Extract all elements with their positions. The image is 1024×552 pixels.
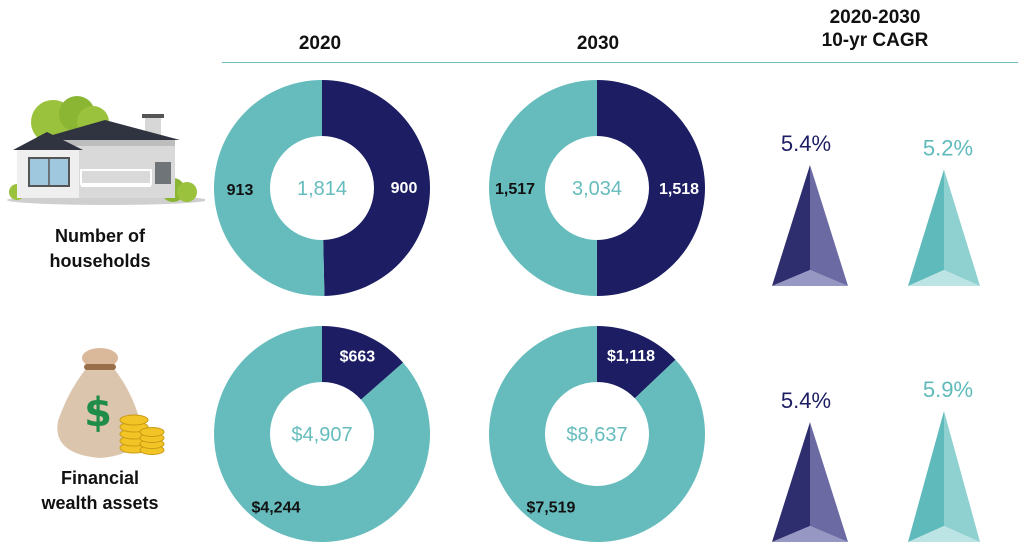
donut-slice-wealth-2020-0 — [322, 326, 404, 400]
pyramid-label-households-1: 5.2% — [923, 136, 973, 161]
donut-slice-label-wealth-2030-0: $1,118 — [607, 348, 655, 365]
donut-total-wealth-2020: $4,907 — [291, 424, 352, 446]
donut-slice-households-2020-0 — [322, 80, 430, 296]
row-label-households-line2: households — [49, 251, 151, 271]
pyramid-households-0 — [772, 165, 848, 286]
house-icon — [7, 96, 205, 205]
donut-slice-label-wealth-2030-1: $7,519 — [526, 500, 575, 517]
row-label-wealth: Financial wealth assets — [0, 466, 200, 516]
header-2020: 2020 — [298, 33, 342, 54]
donut-total-wealth-2030: $8,637 — [566, 424, 627, 446]
svg-text:$: $ — [84, 390, 112, 436]
donut-slice-households-2030-1 — [489, 80, 597, 296]
row-label-wealth-line1: Financial — [60, 468, 140, 488]
pyramid-label-wealth-1: 5.9% — [923, 377, 973, 402]
pyramid-wealth-1 — [908, 411, 980, 542]
pyramid-label-wealth-0: 5.4% — [781, 388, 831, 413]
header-cagr-line2: 10-yr CAGR — [821, 30, 929, 51]
donut-slice-wealth-2020-1 — [213, 326, 430, 542]
pyramid-households-1 — [908, 169, 980, 286]
cagr-wealth: 5.4% 5.9% — [772, 377, 980, 542]
donut-slice-households-2020-1 — [213, 80, 325, 296]
cagr-households: 5.4% 5.2% — [772, 131, 980, 286]
donut-slice-label-households-2030-1: 1,517 — [495, 181, 535, 198]
donut-slice-label-wealth-2020-0: $663 — [340, 349, 376, 366]
pyramid-wealth-0 — [772, 422, 848, 542]
donut-total-households-2020: 1,814 — [297, 178, 347, 200]
row-label-households: Number of households — [0, 224, 200, 274]
pyramid-label-households-0: 5.4% — [781, 131, 831, 156]
donut-households-2020: 900 913 1,814 — [213, 80, 430, 296]
header-2030: 2030 — [576, 33, 620, 54]
donut-slice-label-households-2020-1: 913 — [227, 182, 254, 199]
header-divider — [222, 62, 1018, 63]
header-cagr-line1: 2020-2030 — [829, 7, 921, 28]
donut-total-households-2030: 3,034 — [572, 178, 622, 200]
donut-wealth-2030: $1,118 $7,519 $8,637 — [489, 326, 705, 542]
donut-slice-wealth-2030-1 — [489, 326, 705, 542]
donut-households-2030: 1,518 1,517 3,034 — [489, 80, 706, 296]
donut-slice-label-households-2020-0: 900 — [391, 180, 418, 197]
donut-slice-label-households-2030-0: 1,518 — [659, 181, 699, 198]
row-label-households-line1: Number of — [55, 226, 145, 246]
row-label-wealth-line2: wealth assets — [41, 493, 159, 513]
header-cagr: 2020-2030 10-yr CAGR — [790, 6, 960, 52]
donut-slice-label-wealth-2020-1: $4,244 — [251, 500, 300, 517]
donut-wealth-2020: $663 $4,244 $4,907 — [213, 326, 430, 542]
donut-slice-households-2030-0 — [596, 80, 706, 296]
donut-slice-wealth-2030-0 — [597, 326, 676, 399]
money-bag-icon: $ — [57, 348, 165, 458]
